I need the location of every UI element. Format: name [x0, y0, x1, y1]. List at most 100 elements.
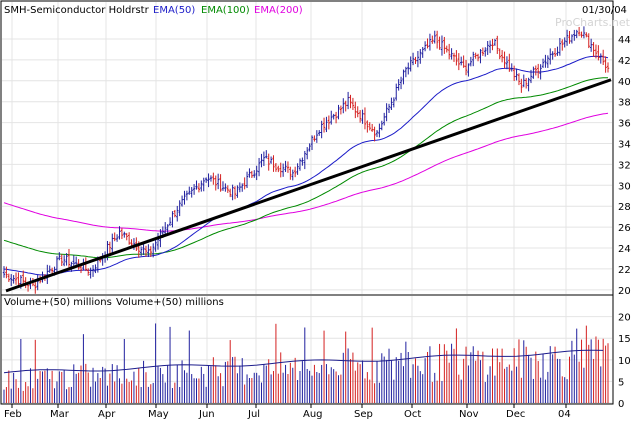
price-bar [139, 246, 143, 256]
price-bars [2, 26, 610, 294]
price-bar [171, 211, 174, 228]
price-bar [125, 232, 128, 241]
price-bar [291, 169, 294, 181]
price-y-tick: 28 [618, 202, 631, 213]
price-bar [2, 266, 6, 278]
price-bar [351, 97, 355, 110]
price-bar [385, 103, 388, 122]
price-bar [479, 49, 482, 64]
price-bar [457, 53, 461, 71]
price-bar [111, 233, 114, 253]
volume-header: Volume+(50) millions Volume+(50) million… [4, 297, 224, 308]
price-bar [214, 175, 217, 191]
price-y-tick: 38 [618, 98, 631, 109]
price-bar [561, 39, 564, 51]
price-bar [332, 113, 335, 120]
volume-y-tick: 20 [618, 313, 631, 324]
price-bar [192, 184, 196, 195]
price-bar [274, 163, 278, 172]
price-bar [212, 172, 215, 185]
price-bar [498, 48, 501, 60]
price-bar [108, 241, 112, 254]
price-bar [508, 53, 511, 72]
price-bar [185, 190, 189, 201]
price-bar [522, 74, 525, 88]
price-bar [486, 40, 489, 55]
price-bar [320, 120, 323, 139]
price-bar [147, 244, 150, 258]
price-bar [149, 246, 152, 257]
price-bar [512, 65, 516, 81]
price-bar [493, 38, 497, 46]
price-bar [346, 91, 350, 110]
price-bar [380, 120, 384, 131]
price-bar [164, 222, 167, 235]
price-bar [407, 62, 410, 75]
price-bar [551, 51, 554, 60]
price-bar [250, 170, 254, 178]
price-bar [262, 151, 266, 166]
ema100-legend: EMA(100) [201, 5, 250, 16]
price-y-axis: 20 22 24 26 28 30 32 34 36 38 40 42 44 [618, 35, 631, 297]
price-bar [395, 83, 398, 101]
price-bar [62, 255, 66, 267]
price-bar [580, 31, 583, 38]
price-bar [594, 44, 598, 59]
price-bar [151, 243, 155, 258]
price-bar [253, 170, 256, 178]
price-bar [378, 123, 381, 138]
price-bar [392, 97, 396, 108]
price-bar [450, 48, 453, 60]
x-tick-label: Apr [98, 409, 116, 420]
price-bar [260, 153, 263, 168]
price-bar [363, 107, 367, 130]
price-bar [120, 228, 124, 240]
price-bar [577, 26, 581, 37]
volume-y-axis: 0 5 10 15 20 [618, 313, 631, 410]
price-bar [573, 29, 576, 41]
price-y-tick: 30 [618, 181, 631, 192]
price-bar [289, 166, 292, 180]
price-bar [190, 187, 193, 198]
price-bar [491, 38, 494, 51]
price-bar [541, 58, 545, 68]
price-bar [553, 48, 557, 57]
price-bar [301, 157, 304, 166]
price-header: SMH-Semiconductor Holdrstr EMA(50) EMA(1… [4, 5, 627, 16]
price-bar [358, 110, 362, 123]
volume-y-tick: 10 [618, 356, 631, 367]
price-bar [469, 56, 473, 67]
price-bar [74, 256, 78, 265]
x-tick-label: Jul [247, 409, 260, 420]
price-bar [404, 66, 408, 78]
price-bar [7, 273, 11, 282]
x-tick-label: Aug [303, 409, 323, 420]
price-bar [416, 51, 420, 68]
ema200-line [3, 112, 609, 232]
price-bar [339, 105, 343, 115]
price-bar [344, 100, 347, 112]
price-bar [325, 116, 328, 133]
price-bar [558, 37, 562, 56]
x-tick-label: May [148, 409, 169, 420]
price-bar [568, 30, 571, 44]
price-bar [318, 130, 321, 136]
price-bar [10, 274, 13, 287]
price-bar [433, 30, 436, 44]
price-bar [113, 232, 116, 242]
price-bar [330, 110, 333, 125]
price-bar [245, 171, 249, 189]
price-bar [188, 186, 191, 195]
price-bar [306, 147, 309, 160]
price-bar [604, 56, 607, 73]
price-bar [455, 50, 458, 66]
price-bar [183, 190, 186, 205]
price-bar [565, 29, 569, 46]
x-tick-label: Sep [354, 409, 373, 420]
price-grid [2, 2, 612, 294]
price-bar [373, 126, 376, 142]
price-bar [94, 264, 97, 274]
volume-bars [3, 323, 609, 403]
volume-label-1: Volume+(50) millions [4, 297, 112, 308]
